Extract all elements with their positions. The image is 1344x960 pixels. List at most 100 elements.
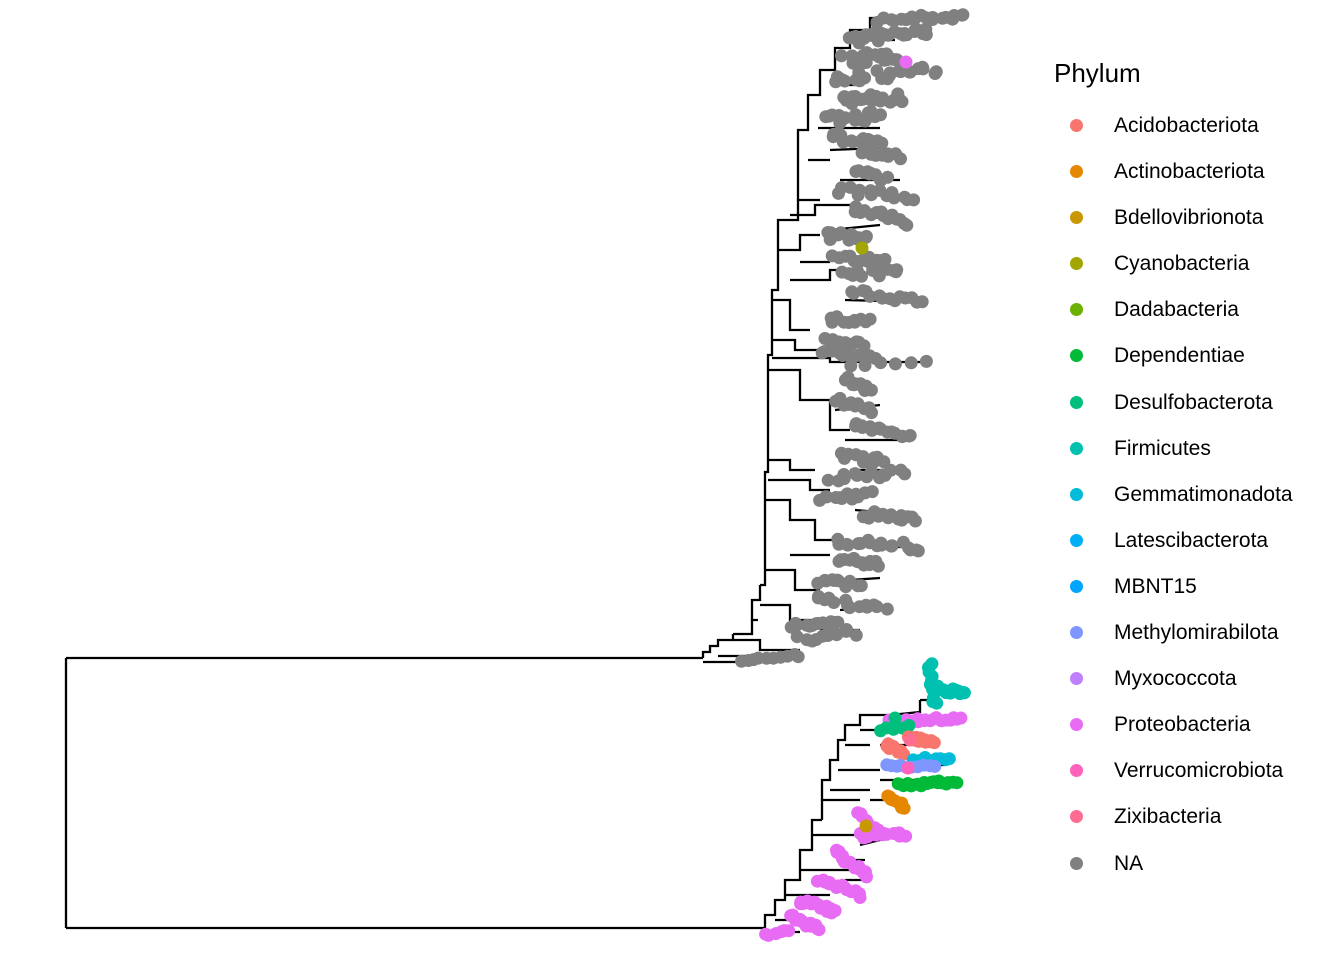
legend-item: Myxococcota [1054, 659, 1237, 705]
tip-point [919, 354, 933, 368]
tip-point [887, 191, 901, 205]
legend-title: Phylum [1054, 58, 1141, 88]
tip-point [903, 733, 917, 747]
tip-point [930, 696, 944, 710]
legend-item: Dependentiae [1054, 336, 1245, 382]
tip-point [844, 359, 858, 373]
legend-key-dot [1070, 718, 1083, 732]
tip-point [897, 801, 911, 815]
tip-point [874, 108, 887, 122]
tip-point [831, 228, 845, 242]
tip-point [864, 184, 878, 198]
tip-point [821, 473, 835, 487]
tip-point [859, 229, 873, 243]
tip-point [853, 891, 867, 904]
tip-point [878, 252, 892, 266]
legend-item: MBNT15 [1054, 567, 1197, 613]
tip-point [870, 600, 884, 614]
legend-label: Proteobacteria [1114, 713, 1251, 737]
tip-point [789, 616, 803, 630]
tip-point [831, 615, 845, 629]
tree-branches [64, 14, 961, 934]
tip-point [915, 295, 929, 309]
tip-point [828, 904, 842, 918]
tip-point [846, 56, 860, 70]
legend-item: Latescibacterota [1054, 521, 1268, 567]
tip-point [854, 579, 868, 593]
legend-label: Dadabacteria [1114, 298, 1239, 322]
legend-item: NA [1054, 844, 1144, 890]
tip-point [884, 539, 898, 553]
legend-item: Bdellovibrionota [1054, 198, 1263, 244]
tip-point [863, 289, 877, 303]
tip-point [843, 601, 857, 615]
legend-label: Actinobacteriota [1114, 160, 1265, 184]
legend-item: Desulfobacterota [1054, 383, 1273, 429]
legend-items: Acidobacteriota Actinobacteriota Bdellovib… [1054, 106, 1293, 890]
tip-point [908, 514, 922, 528]
tip-point [901, 761, 915, 775]
legend-label: Verrucomicrobiota [1114, 759, 1284, 783]
tip-point [871, 559, 885, 573]
tip-point [855, 241, 869, 255]
tip-point [880, 602, 894, 616]
tip-point [858, 359, 872, 372]
tip-point [950, 776, 964, 790]
legend-key-dot [1070, 165, 1083, 179]
tip-point [863, 312, 877, 326]
tip-point [865, 406, 878, 420]
legend-label: Gemmatimonadota [1114, 482, 1293, 506]
legend-label: Methylomirabilota [1114, 621, 1279, 645]
tip-point [956, 8, 970, 22]
tip-point [812, 923, 826, 937]
tip-point [898, 467, 912, 481]
tip-point [902, 719, 916, 732]
tip-point [907, 193, 921, 207]
legend-item: Cyanobacteria [1054, 244, 1249, 290]
legend-label: Zixibacteria [1114, 805, 1222, 829]
tip-point [895, 95, 909, 109]
tip-point [841, 538, 855, 552]
legend-label: Cyanobacteria [1114, 252, 1250, 276]
legend-item: Actinobacteriota [1054, 152, 1265, 198]
legend-label: Acidobacteriota [1114, 114, 1259, 137]
tip-point [858, 71, 872, 85]
legend-item: Methylomirabilota [1054, 613, 1279, 659]
tip-point [875, 136, 889, 150]
tip-point [881, 170, 895, 184]
tip-point [782, 924, 796, 938]
tip-point [840, 623, 853, 636]
tip-point [904, 356, 918, 370]
tip-point [888, 357, 902, 371]
legend-key-dot [1070, 810, 1083, 824]
legend-key-dot [1070, 303, 1083, 317]
tip-point [916, 60, 929, 74]
tip-point [835, 49, 848, 63]
legend-label: Bdellovibrionota [1114, 206, 1264, 230]
tip-point [919, 22, 933, 36]
legend-key-dot [1070, 211, 1083, 225]
legend-label: NA [1114, 851, 1144, 875]
tip-point [892, 64, 906, 78]
tip-point [874, 356, 888, 370]
legend-key-dot [1070, 395, 1083, 409]
tree-tips [735, 8, 971, 942]
legend-key-dot [1070, 626, 1083, 640]
legend-label: Latescibacterota [1114, 528, 1269, 552]
legend-item: Zixibacteria [1054, 797, 1221, 843]
legend-label: MBNT15 [1114, 574, 1197, 598]
tip-point [850, 468, 864, 482]
tip-point [899, 829, 913, 843]
tip-point [894, 152, 907, 166]
legend-label: Dependentiae [1114, 344, 1245, 368]
tip-point [942, 752, 956, 766]
legend-item: Verrucomicrobiota [1054, 751, 1283, 797]
tip-point [865, 485, 879, 499]
tip-point [929, 65, 943, 79]
tip-point [956, 685, 970, 699]
tip-point [890, 263, 904, 277]
tip-point [827, 596, 841, 609]
legend-key-dot [1070, 856, 1083, 870]
tip-point [860, 870, 873, 884]
